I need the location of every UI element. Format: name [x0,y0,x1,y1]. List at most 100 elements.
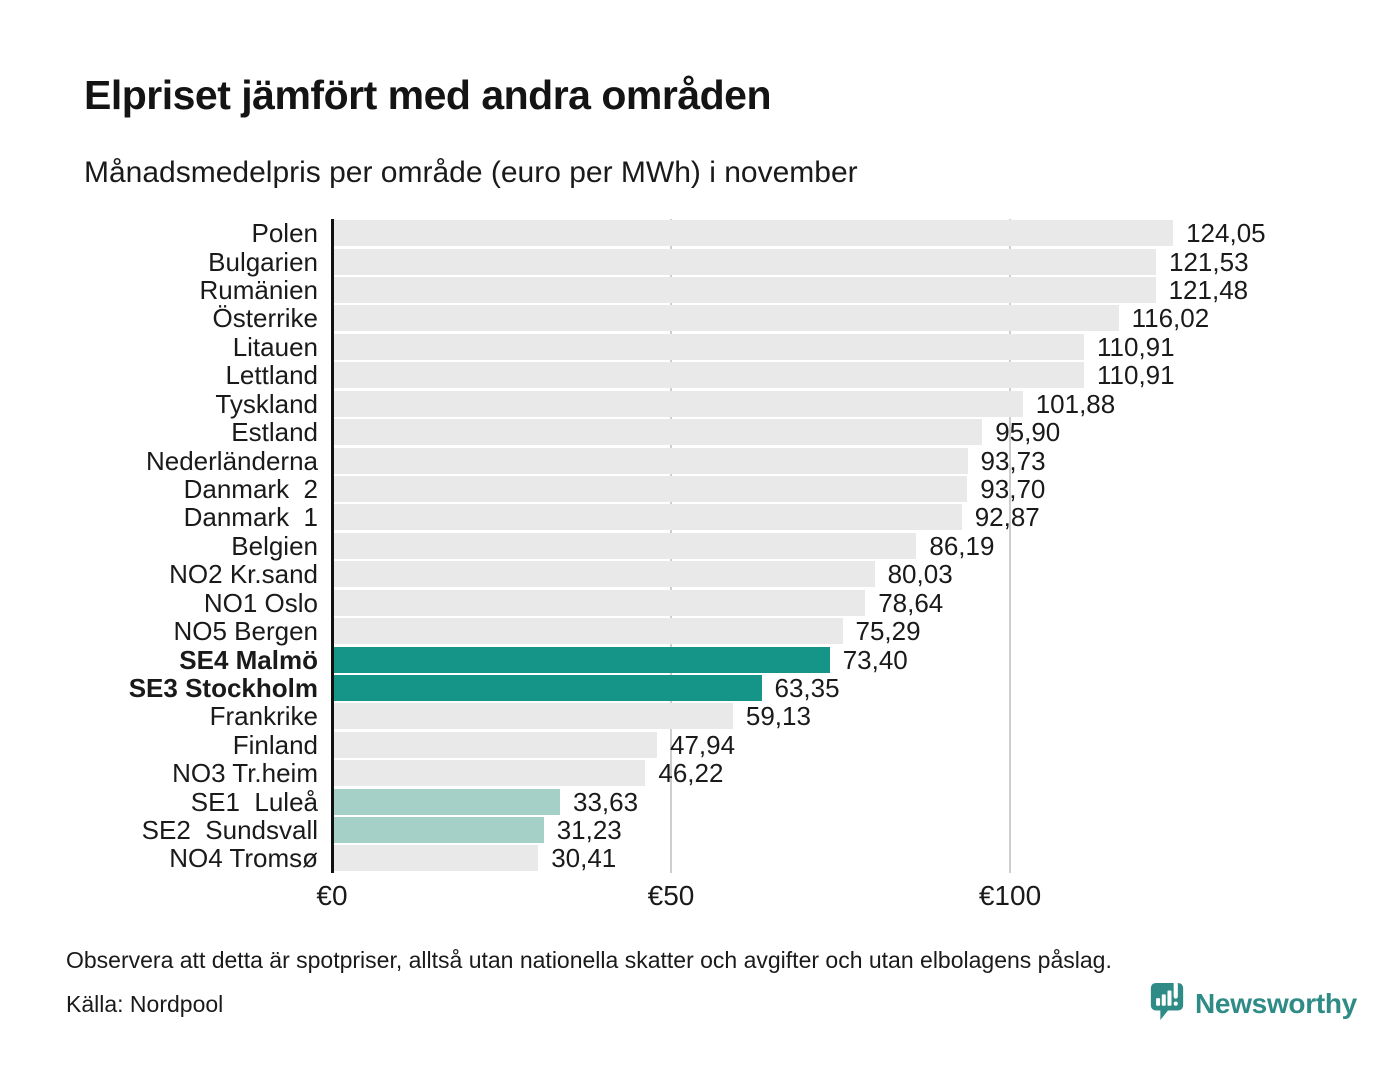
bar-track: 30,41 [332,844,1324,872]
category-label: NO4 Tromsø [169,843,318,874]
table-row: Danmark 2 93,70 [84,475,1324,503]
category-label: Lettland [225,360,318,391]
bar-track: 33,63 [332,787,1324,815]
bar [332,561,875,588]
table-row: SE2 Sundsvall 31,23 [84,816,1324,844]
category-label: NO5 Bergen [173,616,318,647]
value-label: 33,63 [573,786,639,817]
table-row: Tyskland 101,88 [84,390,1324,418]
bar-track: 73,40 [332,645,1324,673]
table-row: Frankrike 59,13 [84,702,1324,730]
bar [332,504,962,531]
bar-track: 59,13 [332,702,1324,730]
category-label: Nederländerna [145,445,318,476]
category-label: NO1 Oslo [203,587,318,618]
bar [332,476,968,502]
bar-track: 92,87 [332,503,1324,531]
category-label: SE3 Stockholm [128,672,318,703]
bar [332,277,1156,304]
y-axis-baseline [331,219,334,873]
bar [332,248,1156,275]
category-label: Frankrike [209,701,318,732]
bar-track: 121,53 [332,247,1324,275]
gridline [1009,219,1011,873]
value-label: 101,88 [1035,388,1116,419]
bar-track: 101,88 [332,390,1324,418]
value-label: 75,29 [855,616,921,647]
bar-track: 110,91 [332,361,1324,389]
category-label: Danmark 2 [183,474,318,504]
chart-subtitle: Månadsmedelpris per område (euro per MWh… [84,156,858,189]
table-row: NO5 Bergen 75,29 [84,617,1324,645]
page-title: Elpriset jämfört med andra områden [84,72,772,118]
bar-track: 124,05 [332,219,1324,247]
bar [332,646,830,673]
value-label: 124,05 [1186,218,1266,249]
table-row: SE1 Luleå 33,63 [84,787,1324,815]
bar [332,731,657,758]
category-label: Belgien [231,530,318,561]
newsworthy-logo-text: Newsworthy [1195,987,1357,1019]
x-axis-tick: €100 [978,880,1042,911]
category-label: NO2 Kr.sand [169,559,318,590]
bar [332,618,843,645]
value-label: 116,02 [1131,303,1210,334]
bar-track: 75,29 [332,617,1324,645]
bar [332,305,1119,332]
bar [332,390,1023,417]
bar-chart: Polen 124,05 Bulgarien 121,53 Rumänien 121,48… [84,219,1324,873]
bar [332,362,1084,389]
category-label: Finland [232,729,318,760]
table-row: NO2 Kr.sand 80,03 [84,560,1324,588]
bar-track: 93,73 [332,446,1324,474]
value-label: 110,91 [1097,331,1175,362]
category-label: NO3 Tr.heim [172,758,318,789]
bar [332,788,560,815]
table-row: Litauen 110,91 [84,333,1324,361]
value-label: 110,91 [1097,360,1175,391]
footnote: Observera att detta är spotpriser, allts… [66,947,1112,973]
bar-track: 110,91 [332,333,1324,361]
table-row: Belgien 86,19 [84,532,1324,560]
bar-track: 93,70 [332,475,1324,503]
bar [332,760,646,787]
bar-track: 47,94 [332,731,1324,759]
bar [332,220,1174,247]
x-axis-tick: €50 [647,880,695,911]
table-row: Nederländerna 93,73 [84,446,1324,474]
bar-track: 63,35 [332,674,1324,702]
bar [332,447,968,474]
bar [332,703,733,730]
value-label: 78,64 [878,587,944,618]
category-label: SE1 Luleå [190,786,318,817]
newsworthy-speech-bubble-chart-icon [1148,979,1186,1028]
value-label: 31,23 [556,815,622,846]
bar-track: 31,23 [332,816,1324,844]
bar [332,589,866,616]
x-axis-tick-labels: €0 €50 €100 [316,880,1317,920]
table-row: Danmark 1 92,87 [84,503,1324,531]
value-label: 73,40 [842,644,908,675]
category-label: Polen [251,218,319,249]
bar [332,674,762,701]
source-attribution: Källa: Nordpool [66,991,224,1017]
bar [332,419,983,446]
bar [332,845,539,872]
table-row: Österrike 116,02 [84,304,1324,332]
bar-track: 86,19 [332,532,1324,560]
bar [332,817,544,844]
category-label: Danmark 1 [183,502,318,533]
category-label: SE4 Malmö [179,644,318,675]
value-label: 80,03 [887,559,953,590]
value-label: 121,53 [1169,246,1249,277]
table-row: SE4 Malmö 73,40 [84,645,1324,673]
table-row: Polen 124,05 [84,219,1324,247]
category-label: SE2 Sundsvall [141,815,318,846]
category-label: Österrike [212,303,318,334]
value-label: 92,87 [974,502,1040,533]
table-row: Estland 95,90 [84,418,1324,446]
table-row: SE3 Stockholm 63,35 [84,674,1324,702]
bar-track: 116,02 [332,304,1324,332]
value-label: 93,73 [980,445,1046,476]
